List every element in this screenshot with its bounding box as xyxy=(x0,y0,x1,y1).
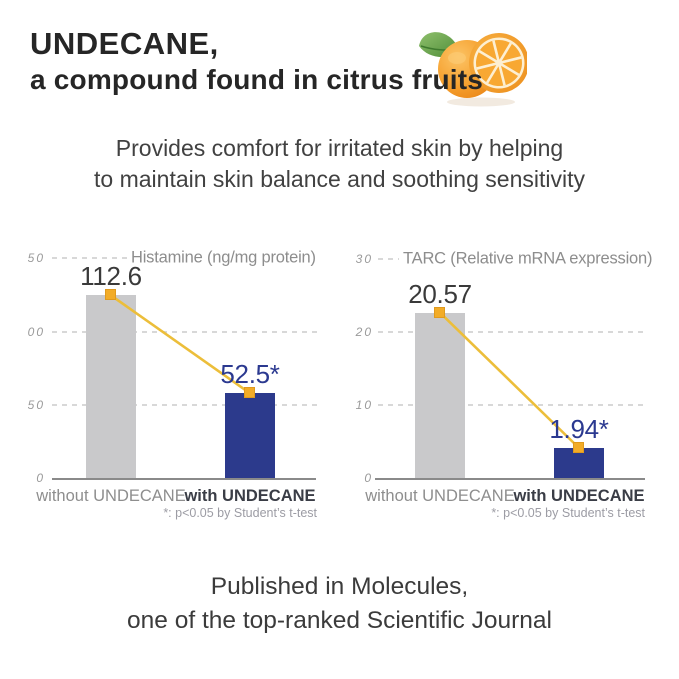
value-label-without: 20.57 xyxy=(408,278,472,309)
y-tick-label: 50 xyxy=(27,251,45,265)
publication-note-line-1: Published in Molecules, xyxy=(210,573,469,600)
value-label-with: 52.5* xyxy=(220,359,280,390)
y-tick-label: 10 xyxy=(355,398,373,412)
bar-with-undecane xyxy=(225,393,275,478)
histamine-bar-chart: 50 00 50 0 Histamine (ng/mg protein) 112… xyxy=(0,240,340,540)
subtitle: Provides comfort for irritated skin by h… xyxy=(0,133,679,195)
page-title-line-2: a compound found in citrus fruits xyxy=(30,64,484,95)
significance-footnote: *: p<0.05 by Student’s t-test xyxy=(491,506,645,520)
subtitle-line-2: to maintain skin balance and soothing se… xyxy=(94,166,585,192)
y-tick-label: 0 xyxy=(364,471,373,485)
top-gridline-dash xyxy=(378,258,399,260)
bar-without-undecane xyxy=(86,295,136,478)
publication-note-line-2: one of the top-ranked Scientific Journal xyxy=(127,607,552,634)
page-title-line-1: UNDECANE, xyxy=(30,26,219,61)
y-tick-label: 00 xyxy=(27,325,45,339)
x-axis-line xyxy=(52,478,316,480)
top-gridline-dash xyxy=(52,257,128,259)
category-label-with: with UNDECANE xyxy=(184,487,316,505)
category-label-without: without UNDECANE xyxy=(36,487,186,505)
publication-note: Published in Molecules, one of the top-r… xyxy=(0,570,679,638)
orange-fruit-icon xyxy=(413,14,529,113)
y-tick-label: 0 xyxy=(36,471,45,485)
category-label-without: without UNDECANE xyxy=(365,487,515,505)
chart-title: TARC (Relative mRNA expression) xyxy=(403,249,653,268)
x-axis-line xyxy=(375,478,645,480)
chart-title: Histamine (ng/mg protein) xyxy=(131,248,316,267)
tarc-bar-chart: 30 20 10 0 TARC (Relative mRNA expressio… xyxy=(340,240,679,540)
value-label-without: 112.6 xyxy=(80,261,142,292)
y-tick-label: 50 xyxy=(27,398,45,412)
y-tick-label: 20 xyxy=(355,325,373,339)
subtitle-line-1: Provides comfort for irritated skin by h… xyxy=(115,135,564,161)
value-label-with: 1.94* xyxy=(549,413,609,444)
category-label-with: with UNDECANE xyxy=(513,487,645,505)
significance-footnote: *: p<0.05 by Student’s t-test xyxy=(163,506,317,520)
page-title: UNDECANE, a compound found in citrus fru… xyxy=(30,25,483,98)
y-tick-label: 30 xyxy=(355,252,373,266)
bar-with-undecane xyxy=(554,447,604,478)
bar-without-undecane xyxy=(415,312,465,478)
gridline xyxy=(52,404,317,406)
